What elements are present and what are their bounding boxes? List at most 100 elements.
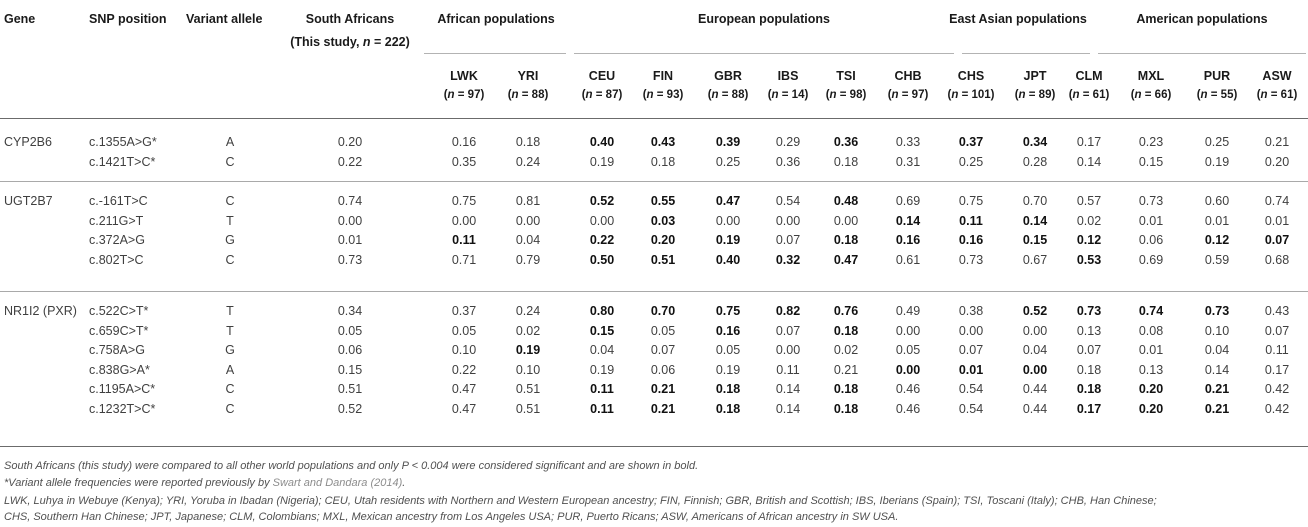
- frequency-cell-tsi: 0.21: [833, 363, 859, 377]
- frequency-cell-chb: 0.46: [895, 402, 921, 416]
- frequency-cell-lwk: 0.05: [451, 324, 477, 338]
- footnote-abbreviations-line1: LWK, Luhya in Webuye (Kenya); YRI, Yorub…: [4, 495, 1157, 507]
- frequency-cell-jpt: 0.44: [1022, 382, 1048, 396]
- pop-n-var: n: [646, 89, 654, 101]
- pop-header-chb: CHB (n = 97): [887, 69, 929, 101]
- frequency-cell-fin: 0.51: [650, 253, 676, 267]
- frequency-cell-yri: 0.04: [515, 233, 541, 247]
- frequency-cell-yri: 0.02: [515, 324, 541, 338]
- pop-n-var: n: [1260, 89, 1268, 101]
- pop-header-asw: ASW (n = 61): [1256, 69, 1298, 101]
- frequency-cell-mxl: 0.23: [1138, 135, 1164, 149]
- south-africans-frequency-cell: 0.74: [337, 194, 363, 208]
- frequency-cell-lwk: 0.47: [451, 382, 477, 396]
- variant-allele-cell: A: [225, 135, 235, 149]
- gene-name-cyp2b6: CYP2B6: [4, 135, 52, 149]
- frequency-cell-asw: 0.01: [1264, 214, 1290, 228]
- frequency-cell-gbr: 0.05: [715, 343, 741, 357]
- frequency-cell-pur: 0.01: [1204, 214, 1230, 228]
- frequency-cell-ibs: 0.32: [775, 253, 801, 267]
- frequency-cell-tsi: 0.00: [833, 214, 859, 228]
- pop-n: = 66): [1141, 89, 1172, 101]
- frequency-cell-asw: 0.11: [1265, 343, 1289, 357]
- pop-n-var: n: [951, 89, 959, 101]
- pop-code: ASW: [1262, 69, 1292, 83]
- frequency-cell-clm: 0.12: [1076, 233, 1102, 247]
- pop-n-var: n: [771, 89, 779, 101]
- snp-position-cell: c.758A>G: [89, 343, 145, 357]
- header-group-east-asian: East Asian populations: [949, 12, 1087, 26]
- frequency-cell-lwk: 0.71: [451, 253, 477, 267]
- pop-n: = 98): [836, 89, 867, 101]
- frequency-cell-chs: 0.25: [958, 155, 984, 169]
- frequency-cell-lwk: 0.16: [451, 135, 477, 149]
- frequency-cell-chb: 0.00: [895, 324, 921, 338]
- frequency-cell-mxl: 0.73: [1138, 194, 1164, 208]
- pop-code: TSI: [836, 69, 856, 83]
- frequency-cell-asw: 0.07: [1264, 233, 1290, 247]
- frequency-cell-chs: 0.16: [958, 233, 984, 247]
- snp-position-cell: c.-161T>C: [89, 194, 148, 208]
- frequency-cell-ibs: 0.07: [775, 324, 801, 338]
- american-group-underline: [1098, 53, 1306, 54]
- frequency-cell-tsi: 0.18: [833, 324, 859, 338]
- pop-header-fin: FIN (n = 93): [642, 69, 684, 101]
- frequency-cell-fin: 0.55: [650, 194, 676, 208]
- frequency-cell-fin: 0.06: [650, 363, 676, 377]
- footnote-significance-text: South Africans (this study) were compare…: [4, 460, 402, 472]
- variant-allele-cell: T: [226, 304, 234, 318]
- frequency-cell-pur: 0.25: [1204, 135, 1230, 149]
- frequency-cell-lwk: 0.22: [451, 363, 477, 377]
- frequency-cell-mxl: 0.69: [1138, 253, 1164, 267]
- frequency-cell-ceu: 0.80: [589, 304, 615, 318]
- frequency-cell-clm: 0.18: [1076, 363, 1102, 377]
- frequency-cell-tsi: 0.76: [833, 304, 859, 318]
- frequency-cell-yri: 0.79: [515, 253, 541, 267]
- pop-n-var: n: [447, 89, 455, 101]
- snp-position-cell: c.838G>A*: [89, 363, 150, 377]
- pop-n: = 14): [778, 89, 809, 101]
- variant-allele-cell: C: [225, 253, 235, 267]
- pop-n: = 87): [592, 89, 623, 101]
- frequency-cell-jpt: 0.67: [1022, 253, 1048, 267]
- frequency-cell-gbr: 0.40: [715, 253, 741, 267]
- frequency-cell-yri: 0.81: [515, 194, 541, 208]
- frequency-cell-chs: 0.38: [958, 304, 984, 318]
- frequency-cell-chs: 0.00: [958, 324, 984, 338]
- frequency-cell-yri: 0.24: [515, 155, 541, 169]
- frequency-cell-ceu: 0.52: [589, 194, 615, 208]
- frequency-cell-pur: 0.59: [1204, 253, 1230, 267]
- variant-allele-cell: T: [226, 214, 234, 228]
- frequency-cell-fin: 0.21: [650, 402, 676, 416]
- snp-position-cell: c.659C>T*: [89, 324, 149, 338]
- frequency-cell-pur: 0.73: [1204, 304, 1230, 318]
- header-bottom-rule: [0, 118, 1308, 119]
- footnote-p-symbol: P: [401, 460, 409, 472]
- pop-code: CLM: [1075, 69, 1103, 83]
- frequency-cell-gbr: 0.19: [715, 363, 741, 377]
- frequency-cell-fin: 0.21: [650, 382, 676, 396]
- header-group-american: American populations: [1136, 12, 1268, 26]
- frequency-cell-ibs: 0.00: [775, 214, 801, 228]
- header-south-africans-count: = 222): [370, 35, 410, 49]
- frequency-cell-chs: 0.07: [958, 343, 984, 357]
- variant-allele-cell: C: [225, 194, 235, 208]
- gene-name-ugt2b7: UGT2B7: [4, 194, 53, 208]
- header-south-africans: South Africans: [305, 12, 395, 26]
- reference-link[interactable]: Swart and Dandara (2014): [272, 477, 403, 489]
- frequency-cell-yri: 0.51: [515, 402, 541, 416]
- frequency-cell-mxl: 0.01: [1138, 343, 1164, 357]
- frequency-cell-pur: 0.21: [1204, 402, 1230, 416]
- pop-n: = 88): [518, 89, 549, 101]
- frequency-cell-chs: 0.37: [958, 135, 984, 149]
- frequency-cell-lwk: 0.47: [451, 402, 477, 416]
- south-africans-frequency-cell: 0.00: [337, 214, 363, 228]
- frequency-cell-asw: 0.43: [1264, 304, 1290, 318]
- frequency-cell-gbr: 0.25: [715, 155, 741, 169]
- table-bottom-rule: [0, 446, 1308, 447]
- frequency-cell-yri: 0.00: [515, 214, 541, 228]
- pop-n-var: n: [585, 89, 593, 101]
- frequency-cell-asw: 0.42: [1264, 402, 1290, 416]
- european-group-underline: [574, 53, 954, 54]
- frequency-cell-ceu: 0.19: [589, 363, 615, 377]
